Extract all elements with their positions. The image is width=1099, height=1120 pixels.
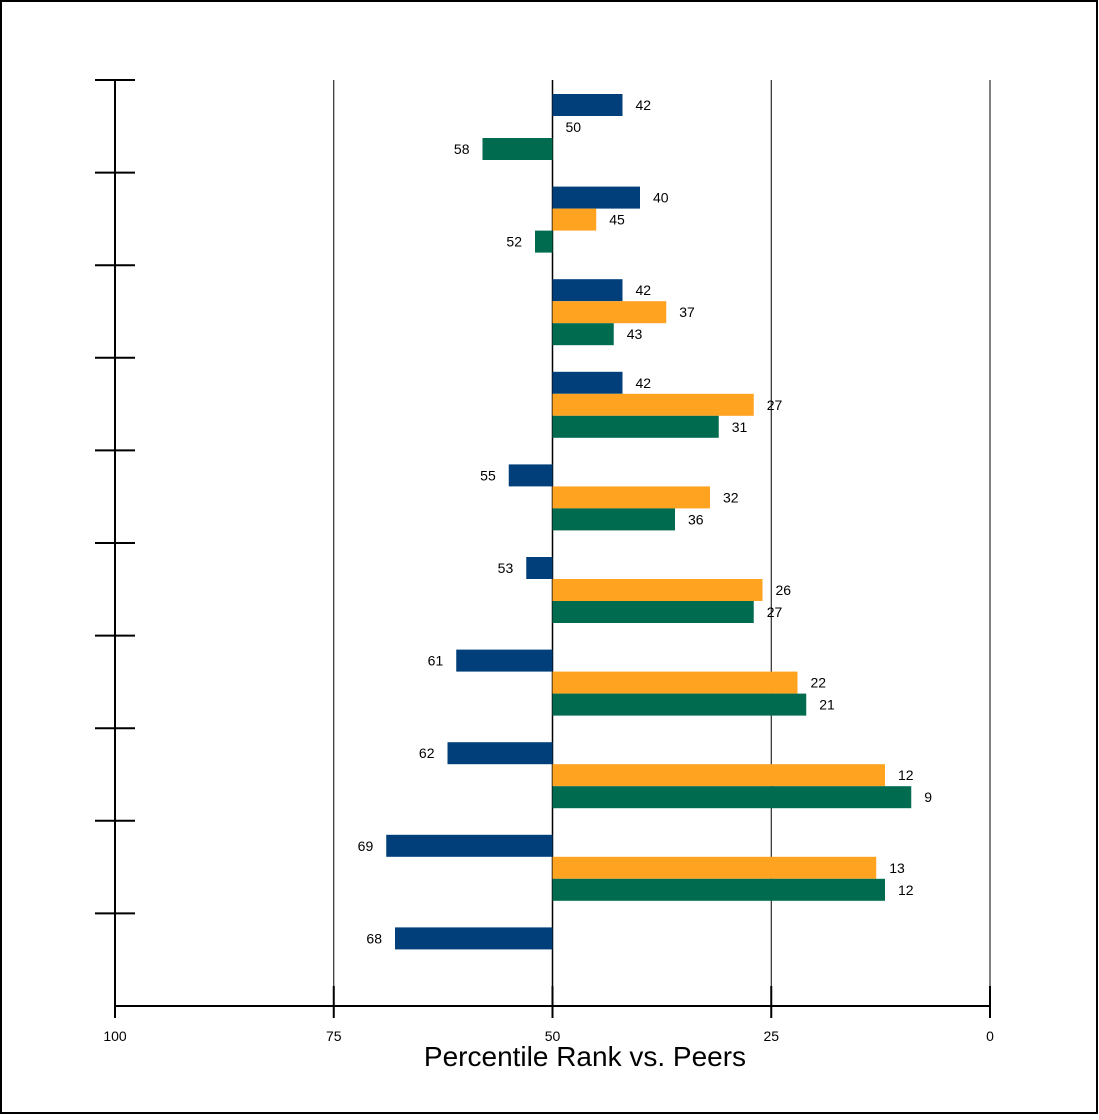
bar xyxy=(448,742,553,764)
data-label: 53 xyxy=(498,560,514,576)
bar xyxy=(483,138,553,160)
data-label: 13 xyxy=(889,860,905,876)
bar xyxy=(553,94,623,116)
data-label: 31 xyxy=(732,419,748,435)
data-label: 55 xyxy=(480,467,496,483)
data-label: 43 xyxy=(627,326,643,342)
bar xyxy=(386,835,552,857)
data-label: 52 xyxy=(506,234,522,250)
data-label: 45 xyxy=(609,212,625,228)
data-label: 12 xyxy=(898,882,914,898)
bar xyxy=(553,279,623,301)
bar xyxy=(553,694,807,716)
bar xyxy=(553,323,614,345)
x-tick-label: 100 xyxy=(103,1028,127,1044)
bar xyxy=(553,486,711,508)
data-label: 12 xyxy=(898,767,914,783)
data-label: 42 xyxy=(636,97,652,113)
x-axis-title: Percentile Rank vs. Peers xyxy=(424,1041,746,1072)
x-tick-label: 25 xyxy=(763,1028,779,1044)
bar xyxy=(553,394,754,416)
bar xyxy=(553,764,886,786)
data-label: 42 xyxy=(636,282,652,298)
bar xyxy=(553,786,912,808)
data-label: 9 xyxy=(924,789,932,805)
bar xyxy=(553,508,676,530)
x-tick-label: 75 xyxy=(326,1028,342,1044)
data-label: 58 xyxy=(454,141,470,157)
bar xyxy=(553,672,798,694)
data-label: 40 xyxy=(653,190,669,206)
x-tick-label: 0 xyxy=(986,1028,994,1044)
data-label: 27 xyxy=(767,397,783,413)
bar xyxy=(526,557,552,579)
data-label: 50 xyxy=(566,119,582,135)
data-label: 42 xyxy=(636,375,652,391)
bar xyxy=(553,301,667,323)
bar xyxy=(509,464,553,486)
data-label: 26 xyxy=(776,582,792,598)
bar xyxy=(553,187,641,209)
data-label: 22 xyxy=(811,675,827,691)
data-label: 36 xyxy=(688,511,704,527)
bar xyxy=(535,231,553,253)
data-label: 61 xyxy=(428,653,444,669)
data-label: 32 xyxy=(723,489,739,505)
data-label: 37 xyxy=(679,304,695,320)
bar xyxy=(395,927,553,949)
data-label: 21 xyxy=(819,697,835,713)
bar xyxy=(456,650,552,672)
data-label: 62 xyxy=(419,745,435,761)
data-label: 27 xyxy=(767,604,783,620)
bar xyxy=(553,857,877,879)
data-label: 68 xyxy=(366,930,382,946)
bar xyxy=(553,601,754,623)
data-label: 69 xyxy=(358,838,374,854)
bar xyxy=(553,579,763,601)
bar xyxy=(553,416,719,438)
bar xyxy=(553,879,886,901)
bar xyxy=(553,209,597,231)
bar xyxy=(553,372,623,394)
